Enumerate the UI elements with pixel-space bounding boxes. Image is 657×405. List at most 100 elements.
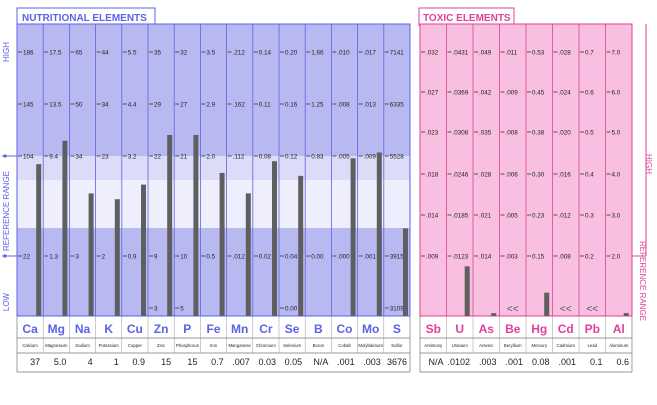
nutr-tick-label: 32	[180, 49, 188, 56]
toxic-tick-label: .003	[506, 253, 519, 260]
toxic-symbol: Hg	[531, 322, 547, 336]
nutr-result: 3676	[387, 357, 407, 367]
nutr-element-name: Magnesium	[45, 343, 68, 348]
toxic-element-name: Cadmium	[557, 343, 576, 348]
toxic-tick-label: .014	[426, 212, 439, 219]
nutr-tick-label: 0.9	[128, 253, 137, 260]
nutr-tick-label: 2.9	[206, 101, 215, 108]
nutr-element-name: Copper	[128, 343, 143, 348]
toxic-tick-label: 3.0	[612, 212, 621, 219]
toxic-bars: << << <<	[464, 266, 629, 316]
toxic-title: TOXIC ELEMENTS	[423, 13, 511, 24]
nutr-result: 15	[187, 357, 197, 367]
element-table: Ca Calcium 37 Mg Magnesium 5.0 Na Sodium 4 K Potas…	[16, 316, 633, 373]
nutr-symbol: Mo	[362, 322, 379, 336]
nutr-symbol: Mn	[231, 322, 248, 336]
nutr-band-mid	[17, 156, 410, 180]
nutr-tick-label: 0.20	[285, 49, 298, 56]
nutr-symbol: Co	[337, 322, 353, 336]
toxic-ticks: .032 .027 .023 .018 .014 .009 .0431 .0369 .0308.…	[421, 49, 621, 260]
nutr-bar-mn	[245, 193, 251, 316]
nutr-bar-mg	[62, 140, 68, 316]
nutr-tick-label: 0.00	[285, 305, 298, 312]
nutr-tick-label: 2.0	[206, 153, 215, 160]
nutr-bar-ca	[36, 164, 42, 316]
nutr-band-high	[17, 24, 410, 156]
nutr-tick-label: 22	[154, 153, 162, 160]
toxic-tick-label: .035	[479, 129, 492, 136]
nutr-result: .007	[232, 357, 250, 367]
toxic-tick-label: .009	[426, 253, 439, 260]
toxic-tick-label: 0.53	[532, 49, 545, 56]
nutr-tick-label: 3109	[390, 305, 405, 312]
toxic-tick-label: .012	[559, 212, 572, 219]
nutr-element-name: Selenium	[283, 343, 301, 348]
toxic-tick-label: .028	[559, 49, 572, 56]
nutr-tick-label: 44	[102, 49, 110, 56]
toxic-symbol: Pb	[585, 322, 600, 336]
nutr-range-dot-top	[3, 154, 7, 158]
nutr-tick-label: .005	[337, 153, 350, 160]
toxic-tick-label: .021	[479, 212, 492, 219]
toxic-tick-label: 2.0	[612, 253, 621, 260]
toxic-result: .001	[558, 357, 576, 367]
nutr-tick-label: 17.5	[49, 49, 62, 56]
nutr-element-name: Boron	[313, 343, 325, 348]
nutr-element-name: Iron	[210, 343, 218, 348]
nutr-element-name: Molybdenum	[358, 343, 383, 348]
toxic-tick-label: .028	[479, 171, 492, 178]
nutr-tick-label: 4.4	[128, 101, 137, 108]
nutr-tick-label: 2	[102, 253, 106, 260]
nutr-tick-label: 29	[154, 101, 162, 108]
toxic-tick-label: .027	[426, 89, 439, 96]
toxic-tick-label: 4.0	[612, 171, 621, 178]
nutr-grid	[2, 23, 411, 317]
toxic-tick-label: .049	[479, 49, 492, 56]
toxic-tick-label: .0246	[453, 171, 469, 178]
nutr-tick-label: 34	[75, 153, 83, 160]
toxic-axis-range: REFERENCE RANGE	[638, 241, 647, 321]
nutr-tick-label: .008	[337, 101, 350, 108]
nutr-tick-label: 27	[180, 101, 188, 108]
toxic-symbol: Be	[505, 322, 521, 336]
nutr-tick-label: 9	[154, 253, 158, 260]
toxic-title-box: TOXIC ELEMENTS	[418, 7, 515, 26]
toxic-tick-label: 0.6	[585, 89, 594, 96]
toxic-result: 0.08	[532, 357, 550, 367]
nutr-tick-label: 0.5	[206, 253, 215, 260]
toxic-tick-label: .020	[559, 129, 572, 136]
nutr-result: 15	[161, 357, 171, 367]
nutr-band-low	[17, 228, 410, 316]
toxic-tick-label: 0.3	[585, 212, 594, 219]
toxic-tick-label: 0.15	[532, 253, 545, 260]
nutr-tick-label: 13.5	[49, 101, 62, 108]
nutr-symbol: Se	[285, 322, 300, 336]
nutr-tick-label: 50	[75, 101, 83, 108]
nutr-symbol: B	[314, 322, 323, 336]
nutr-tick-label: 0.12	[285, 153, 298, 160]
nutr-tick-label: 0.11	[259, 101, 271, 108]
nutr-tick-label: 3.5	[206, 49, 215, 56]
toxic-symbol: Sb	[426, 322, 441, 336]
toxic-tick-label: .0185	[453, 212, 469, 219]
nutr-tick-label: 9.4	[49, 153, 58, 160]
nutr-result: 0.9	[132, 357, 145, 367]
nutr-band-range	[17, 180, 410, 228]
toxic-tick-label: .0431	[453, 49, 469, 56]
nutr-element-name: Potassium	[99, 343, 119, 348]
toxic-tick-label: 0.23	[532, 212, 545, 219]
nutr-title-box: NUTRITIONAL ELEMENTS	[16, 7, 156, 26]
nutr-axis-high: HIGH	[2, 42, 11, 62]
nutr-axis-low: LOW	[2, 292, 11, 311]
nutr-symbol: Cr	[259, 322, 273, 336]
nutr-tick-label: 0.04	[285, 253, 298, 260]
nutr-bar-p	[193, 134, 199, 316]
toxic-tick-label: .008	[506, 129, 519, 136]
toxic-tick-label: .016	[559, 171, 572, 178]
toxic-tick-label: 0.7	[585, 49, 594, 56]
toxic-tick-label: .0308	[453, 129, 469, 136]
nutr-result: 37	[30, 357, 40, 367]
nutr-tick-label: 34	[102, 101, 110, 108]
